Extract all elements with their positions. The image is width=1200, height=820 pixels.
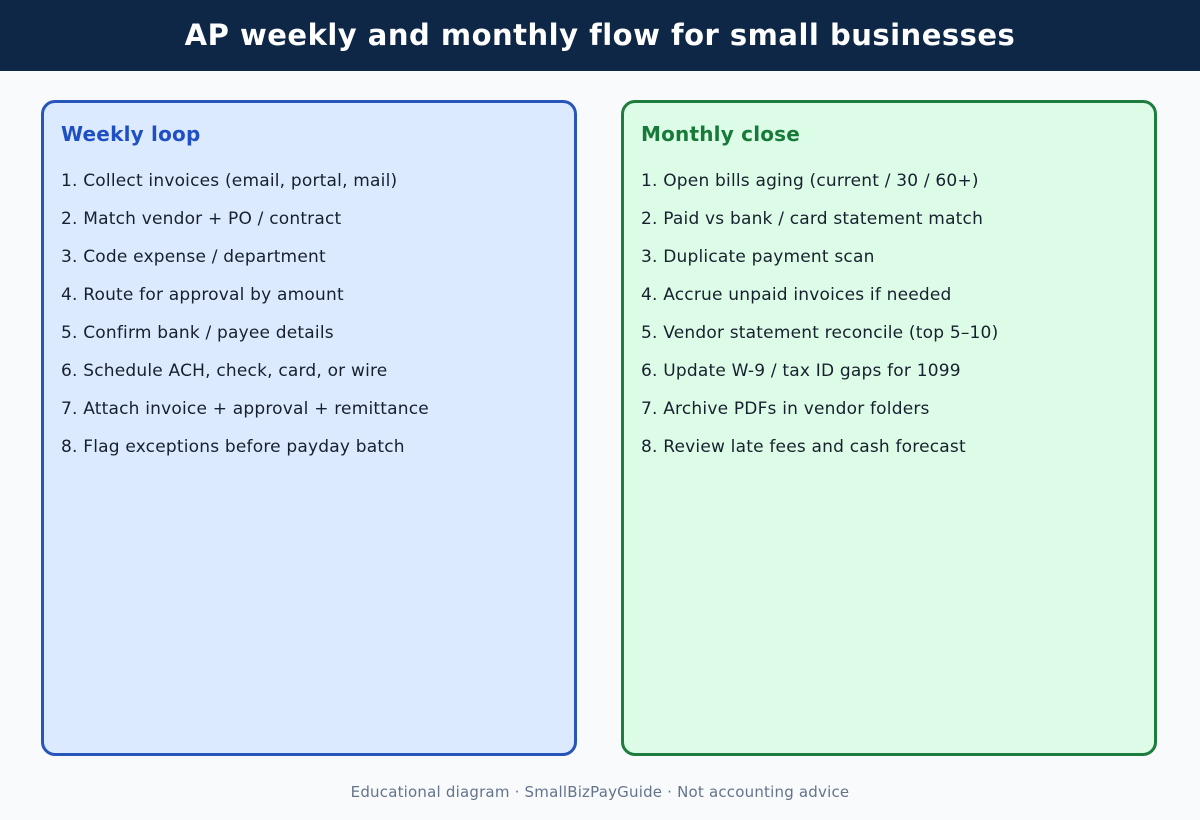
weekly-loop-panel: Weekly loop 1. Collect invoices (email, …: [41, 100, 577, 756]
monthly-steps-list: 1. Open bills aging (current / 30 / 60+)…: [641, 169, 998, 473]
monthly-step: 4. Accrue unpaid invoices if needed: [641, 285, 952, 305]
weekly-step: 7. Attach invoice + approval + remittanc…: [61, 399, 429, 419]
weekly-step: 5. Confirm bank / payee details: [61, 323, 334, 343]
monthly-step: 6. Update W-9 / tax ID gaps for 1099: [641, 361, 961, 381]
monthly-step: 5. Vendor statement reconcile (top 5–10): [641, 323, 999, 343]
page-title: AP weekly and monthly flow for small bus…: [184, 18, 1016, 52]
monthly-step: 1. Open bills aging (current / 30 / 60+): [641, 171, 979, 191]
weekly-step: 3. Code expense / department: [61, 247, 326, 267]
weekly-loop-title: Weekly loop: [61, 122, 201, 146]
monthly-step: 7. Archive PDFs in vendor folders: [641, 399, 930, 419]
weekly-step: 1. Collect invoices (email, portal, mail…: [61, 171, 398, 191]
header-bar: AP weekly and monthly flow for small bus…: [0, 0, 1200, 71]
monthly-step: 3. Duplicate payment scan: [641, 247, 875, 267]
monthly-close-panel: Monthly close 1. Open bills aging (curre…: [621, 100, 1157, 756]
monthly-step: 2. Paid vs bank / card statement match: [641, 209, 984, 229]
weekly-step: 4. Route for approval by amount: [61, 285, 344, 305]
weekly-step: 2. Match vendor + PO / contract: [61, 209, 342, 229]
weekly-step: 6. Schedule ACH, check, card, or wire: [61, 361, 388, 381]
weekly-step: 8. Flag exceptions before payday batch: [61, 437, 405, 457]
footer-note: Educational diagram · SmallBizPayGuide ·…: [350, 783, 850, 801]
monthly-close-title: Monthly close: [641, 122, 801, 146]
monthly-step: 8. Review late fees and cash forecast: [641, 437, 966, 457]
weekly-steps-list: 1. Collect invoices (email, portal, mail…: [61, 169, 429, 473]
